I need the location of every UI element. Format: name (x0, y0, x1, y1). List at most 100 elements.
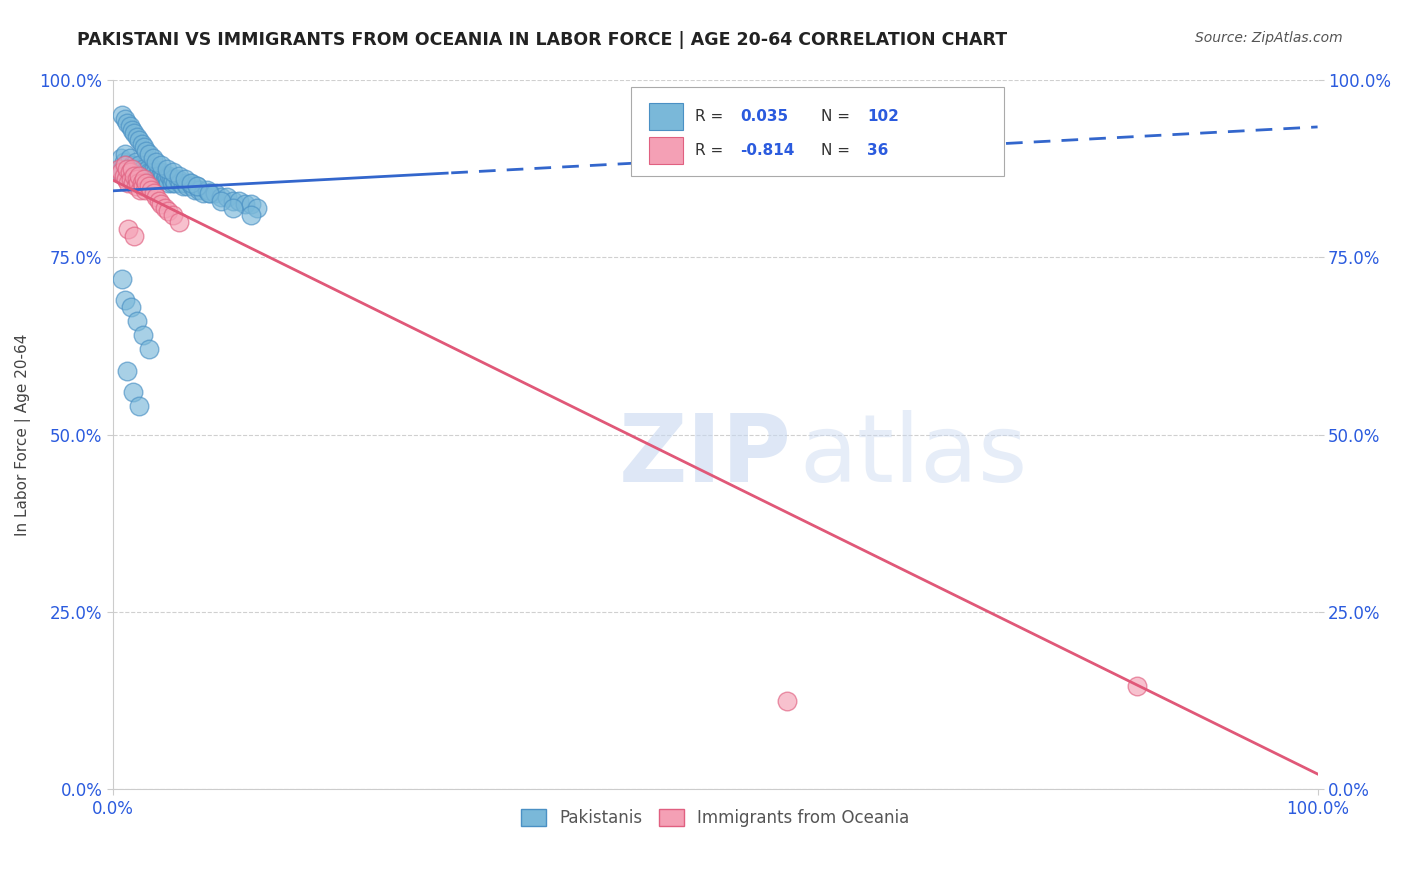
Point (117, 176, 139, 190)
Point (107, 161, 129, 176)
Point (131, 136, 153, 151)
Point (157, 169, 180, 183)
Point (141, 183, 163, 197)
Point (128, 399, 150, 413)
Text: 102: 102 (868, 109, 898, 124)
Point (159, 172, 181, 186)
Point (125, 172, 148, 186)
Point (240, 208, 263, 222)
FancyBboxPatch shape (650, 103, 683, 129)
Point (110, 165, 132, 179)
Point (209, 194, 232, 208)
Point (115, 158, 138, 172)
Text: 36: 36 (868, 143, 889, 158)
Text: R =: R = (695, 143, 728, 158)
Point (162, 208, 184, 222)
Point (129, 165, 152, 179)
FancyBboxPatch shape (631, 87, 1004, 176)
Point (111, 271, 134, 285)
Point (217, 190, 239, 204)
Point (145, 190, 167, 204)
Point (776, 693, 799, 707)
Text: Source: ZipAtlas.com: Source: ZipAtlas.com (1195, 31, 1343, 45)
Point (138, 165, 160, 179)
Point (121, 172, 143, 186)
Point (114, 112, 136, 126)
Point (135, 172, 157, 186)
Point (122, 176, 145, 190)
Point (139, 169, 162, 183)
Point (114, 293, 136, 307)
Point (191, 186, 214, 201)
Point (115, 364, 138, 378)
Point (240, 197, 263, 211)
Point (125, 314, 148, 328)
Point (138, 343, 160, 357)
Point (181, 179, 204, 194)
Point (122, 161, 145, 176)
Point (160, 176, 183, 190)
Point (115, 161, 138, 176)
Point (132, 165, 155, 179)
Point (142, 186, 165, 201)
Point (156, 161, 179, 176)
Point (121, 122, 143, 136)
Text: R =: R = (695, 109, 728, 124)
Point (128, 169, 150, 183)
Point (114, 158, 136, 172)
Point (125, 129, 148, 144)
Point (162, 165, 184, 179)
Point (124, 126, 146, 140)
Y-axis label: In Labor Force | Age 20-64: In Labor Force | Age 20-64 (15, 334, 31, 536)
Point (148, 194, 170, 208)
Point (122, 385, 145, 400)
Point (131, 172, 153, 186)
Point (179, 176, 201, 190)
Point (153, 201, 176, 215)
Point (149, 169, 172, 183)
Point (110, 151, 132, 165)
Point (132, 328, 155, 343)
Point (132, 161, 155, 176)
Point (148, 165, 170, 179)
Point (183, 183, 205, 197)
Point (228, 194, 250, 208)
Text: PAKISTANI VS IMMIGRANTS FROM OCEANIA IN LABOR FORCE | AGE 20-64 CORRELATION CHAR: PAKISTANI VS IMMIGRANTS FROM OCEANIA IN … (77, 31, 1008, 49)
Point (120, 165, 142, 179)
Point (127, 161, 149, 176)
Point (150, 165, 173, 179)
Point (135, 144, 157, 158)
Point (188, 183, 211, 197)
FancyBboxPatch shape (650, 136, 683, 163)
Point (131, 176, 153, 190)
Point (115, 172, 138, 186)
Point (157, 176, 180, 190)
Point (118, 165, 141, 179)
Point (111, 108, 134, 122)
Point (132, 172, 155, 186)
Point (127, 176, 149, 190)
Point (121, 161, 143, 176)
Point (118, 151, 141, 165)
Point (141, 165, 163, 179)
Point (209, 190, 232, 204)
Point (135, 176, 157, 190)
Point (145, 154, 167, 169)
Point (165, 176, 187, 190)
Point (120, 300, 142, 314)
Point (166, 172, 188, 186)
Point (172, 179, 194, 194)
Point (169, 176, 191, 190)
Point (222, 194, 245, 208)
Point (138, 147, 160, 161)
Point (180, 176, 202, 190)
Point (115, 115, 138, 129)
Point (107, 165, 129, 179)
Text: atlas: atlas (800, 410, 1028, 502)
Point (117, 222, 139, 236)
Point (186, 179, 208, 194)
Point (112, 169, 135, 183)
Text: ZIP: ZIP (619, 410, 792, 502)
Point (233, 197, 256, 211)
Point (136, 161, 159, 176)
